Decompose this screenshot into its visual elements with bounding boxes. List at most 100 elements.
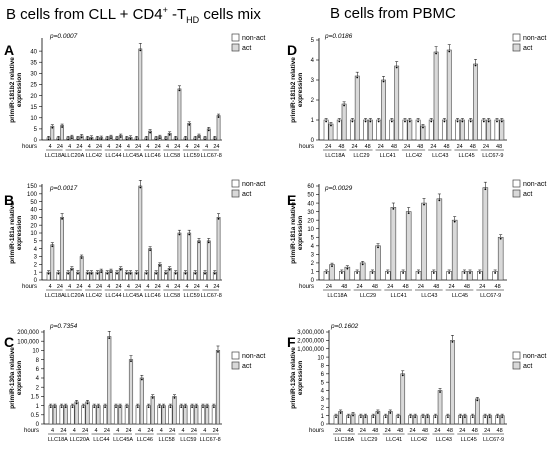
- bar-LLC29-24-non-act: [349, 119, 355, 141]
- y-tick-label: 4: [311, 244, 315, 250]
- x-hours-label: hours: [299, 284, 314, 290]
- group-label-LLC18A: LLC18A: [325, 153, 345, 159]
- x-hour-tick-label: 24: [213, 144, 219, 150]
- y-tick-label: 1,000,000: [297, 347, 324, 353]
- data-point: [461, 120, 464, 123]
- panel-E: E 0 1 2 3 4 5 10 20 30 40 50 60 primiR-181a relative…: [275, 172, 550, 310]
- y-tick-label: 4: [321, 389, 325, 395]
- group-label-LLC44: LLC44: [105, 293, 121, 299]
- group-label-LLC29: LLC29: [353, 153, 369, 159]
- bar-LLC43-24-non-act: [428, 119, 434, 141]
- data-point: [409, 416, 412, 419]
- bar-LLC45A-24-act: [138, 185, 143, 281]
- data-point: [207, 241, 210, 244]
- data-point: [145, 138, 148, 141]
- data-point: [389, 412, 392, 414]
- x-hour-tick-label: 48: [472, 428, 478, 434]
- group-label-LLC45A: LLC45A: [123, 153, 143, 159]
- x-hour-tick-label: 4: [127, 144, 130, 150]
- bar-LLC44-24-act: [107, 336, 112, 425]
- group-label-LLC43: LLC43: [421, 293, 437, 299]
- y-tick-label: 3: [311, 253, 315, 259]
- bar-LLC41-48-act: [394, 65, 400, 141]
- data-point: [501, 416, 504, 419]
- bar-LLC67-8-4-act: [205, 405, 210, 425]
- y-axis-label-line1: primiR-130a relative: [9, 347, 16, 409]
- bar-LLC44-4-act: [109, 270, 113, 281]
- chart-A: 0 5 10 15 20 25 30 35 40 primiR-181b2 relativeexp…: [9, 33, 265, 159]
- bar-LLC45-48-act: [475, 398, 480, 425]
- panel-label-B: B: [4, 192, 15, 208]
- data-point: [116, 138, 118, 141]
- panel-F: F 0 1 2 3 4 5 6 8 10 1,000,000 2,000,000 3,000,000 p…: [275, 312, 550, 454]
- data-point: [90, 272, 93, 275]
- y-tick-label: 2: [321, 405, 325, 411]
- panel-label-E: E: [287, 192, 297, 208]
- x-hour-tick-label: 24: [60, 428, 66, 434]
- legend-label: act: [242, 363, 251, 370]
- data-point: [61, 217, 64, 220]
- data-point: [346, 267, 349, 270]
- bar-LLC58-24-act: [177, 232, 182, 281]
- data-point: [448, 50, 451, 53]
- x-hours-label: hours: [24, 428, 39, 434]
- data-point: [451, 340, 454, 343]
- panel-label-F: F: [287, 334, 296, 350]
- data-point: [149, 131, 152, 134]
- y-axis-label-line2: expression: [297, 361, 304, 395]
- data-point: [494, 272, 497, 274]
- y-tick-label: 2: [34, 263, 38, 269]
- bar-LLC18A-4-act: [52, 405, 57, 425]
- data-point: [100, 138, 103, 140]
- data-point: [97, 406, 100, 408]
- group-label-LLC67-9: LLC67-9: [480, 293, 501, 299]
- data-point: [147, 406, 150, 408]
- x-hour-tick-label: 24: [155, 144, 161, 150]
- bar-LLC45-24-act: [451, 219, 458, 281]
- x-hour-tick-label: 4: [186, 144, 189, 150]
- y-tick-label: 5: [311, 38, 315, 44]
- data-point: [149, 249, 152, 252]
- x-hour-tick-label: 4: [138, 428, 141, 434]
- left-title-tail: cells mix: [199, 6, 261, 23]
- x-hour-tick-label: 4: [94, 428, 97, 434]
- data-point: [372, 416, 375, 419]
- data-point: [129, 137, 132, 140]
- legend-label: act: [523, 191, 532, 198]
- bar-LLC45-24-non-act: [455, 119, 460, 141]
- data-point: [213, 272, 216, 275]
- bar-LLC67-9-48-non-act: [494, 119, 500, 141]
- group-label-LLC67-9: LLC67-9: [483, 437, 504, 443]
- x-hour-tick-label: 24: [191, 428, 197, 434]
- legend-swatch-act: [231, 43, 240, 52]
- y-tick-label: 0.5: [31, 413, 40, 419]
- y-axis-label: primiR-181b2 relativeexpression: [9, 57, 23, 123]
- x-hours-label: hours: [22, 144, 37, 150]
- x-hours-label: hours: [22, 284, 37, 290]
- left-title-sup: +: [162, 5, 168, 15]
- group-label-LLC44: LLC44: [93, 437, 109, 443]
- data-point: [496, 120, 498, 123]
- group-label-LLC45A: LLC45A: [123, 293, 143, 299]
- x-hour-tick-label: 48: [372, 428, 378, 434]
- bar-LLC44-24-non-act: [103, 405, 108, 425]
- x-hour-tick-label: 4: [51, 428, 54, 434]
- data-point: [397, 416, 400, 419]
- bar-LLC43-48-act: [446, 49, 452, 141]
- data-point: [446, 416, 449, 419]
- y-axis-label-line1: primiR-181a relative: [9, 202, 16, 264]
- legend-label: non-act: [242, 353, 265, 360]
- group-label-LLC44: LLC44: [105, 153, 121, 159]
- legend-label: non-act: [242, 35, 265, 42]
- data-point: [169, 406, 172, 408]
- y-axis-label: primiR-130a relativeexpression: [290, 347, 304, 409]
- bar-LLC29-24-act: [354, 75, 360, 141]
- y-tick-label: 1: [311, 118, 315, 124]
- y-tick-label: 0: [321, 422, 325, 428]
- x-hour-tick-label: 24: [430, 144, 436, 150]
- group-label-LLC18A: LLC18A: [327, 293, 347, 299]
- group-label-LLC59: LLC59: [184, 153, 200, 159]
- group-label-LLC18A: LLC18A: [45, 153, 65, 159]
- x-hour-tick-label: 24: [194, 144, 200, 150]
- bar-LLC46-24-act: [150, 396, 155, 425]
